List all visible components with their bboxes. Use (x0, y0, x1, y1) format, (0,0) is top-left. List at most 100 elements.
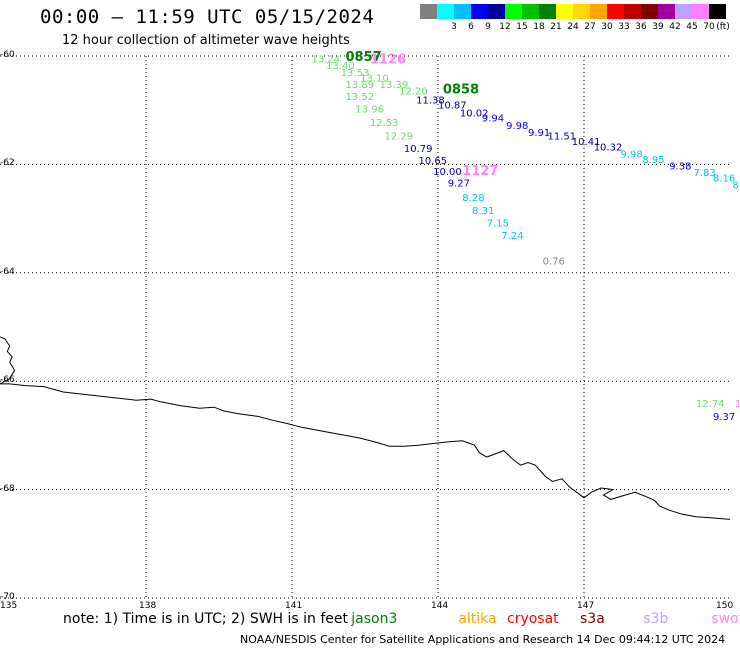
wave-height-label: 7.83 (694, 168, 716, 179)
wave-height-label: 13.24 (312, 55, 341, 66)
legend-swatch (488, 4, 505, 19)
satellite-label: swot (711, 611, 740, 627)
wave-height-label: 13.10 (360, 74, 389, 85)
wave-height-label: 9.98 (506, 121, 528, 132)
pass-time-label: 0857 (346, 50, 382, 65)
map-grid (0, 55, 730, 599)
lon-tick-label: 138 (139, 601, 157, 611)
wave-height-label: 12.74 (696, 399, 725, 410)
page-subtitle: 12 hour collection of altimeter wave hei… (62, 33, 350, 48)
wave-height-label: 13.89 (346, 80, 375, 91)
lat-tick-label: -66 (0, 375, 15, 386)
satellite-label: s3a (580, 611, 605, 627)
legend-label: 36 (635, 22, 647, 32)
legend-swatch (624, 4, 641, 19)
pass-time-label: 0858 (443, 83, 479, 98)
legend-swatch (556, 4, 573, 19)
legend-unit: (ft) (716, 22, 730, 32)
wave-height-label: 9.91 (528, 128, 550, 139)
wave-height-label: 11.38 (416, 95, 445, 106)
note-text: note: 1) Time is in UTC; 2) SWH is in fe… (63, 611, 349, 627)
lat-tick-label: -70 (0, 592, 15, 602)
legend-label: 6 (468, 22, 474, 32)
lon-tick-label: 141 (285, 601, 303, 611)
wave-height-label: 12.29 (385, 132, 414, 143)
legend-swatch (675, 4, 692, 19)
legend-label: 70 (703, 22, 715, 32)
wave-height-label: 13.96 (355, 105, 384, 116)
coastline (0, 336, 731, 520)
wave-height-label: 10.41 (572, 137, 601, 148)
wave-height-label: 7.15 (487, 218, 509, 229)
legend-swatch (641, 4, 658, 19)
legend-label: 33 (618, 22, 630, 32)
legend-swatch (590, 4, 607, 19)
wave-height-label: 8.16 (713, 173, 735, 184)
wave-height-label: 11 (735, 399, 740, 410)
wave-height-label: 13.39 (380, 80, 409, 91)
legend-label: 9 (485, 22, 491, 32)
wave-height-label: 9.94 (482, 114, 504, 125)
legend-label: 12 (499, 22, 511, 32)
satellite-label: s3b (643, 611, 669, 627)
lon-tick-label: 144 (431, 601, 449, 611)
legend-swatch (437, 4, 454, 19)
wave-height-label: 10.65 (419, 156, 448, 167)
legend-label: 27 (584, 22, 596, 32)
wave-height-label: 10.32 (594, 142, 623, 153)
lat-tick-label: -64 (0, 266, 15, 277)
wave-height-label: 11.51 (548, 132, 577, 143)
wave-height-label: 8.28 (462, 193, 484, 204)
legend-label: 39 (652, 22, 664, 32)
legend-swatch (709, 4, 726, 19)
satellite-label: cryosat (507, 611, 559, 627)
legend-label: 42 (669, 22, 681, 32)
coastline-path (0, 336, 731, 520)
wave-height-label: 13.53 (341, 68, 370, 79)
lon-tick-label: 147 (577, 601, 595, 611)
wave-height-label: 7.24 (501, 231, 523, 242)
wave-height-label: 10.87 (438, 101, 467, 112)
legend-swatch (471, 4, 488, 19)
legend-label: 18 (533, 22, 545, 32)
lat-tick-label: -60 (0, 50, 15, 60)
legend-swatch (658, 4, 675, 19)
wave-height-label: 9.27 (448, 179, 470, 190)
wave-height-label: 0.76 (543, 256, 565, 267)
legend-swatch (454, 4, 471, 19)
wave-height-label: 13.40 (326, 61, 355, 72)
pass-time-label: 1126 (370, 53, 406, 68)
satellite-label: jason3 (351, 611, 398, 627)
legend-swatch (607, 4, 624, 19)
page-title: 00:00 – 11:59 UTC 05/15/2024 (40, 6, 375, 28)
legend-label: 21 (550, 22, 562, 32)
lat-tick-label: -62 (0, 158, 15, 169)
legend-swatch (692, 4, 709, 19)
lon-tick-label: 150 (716, 601, 734, 611)
wave-height-label: 8.31 (472, 206, 494, 217)
legend-label: 45 (686, 22, 698, 32)
pass-time-label: 1127 (462, 164, 498, 179)
wave-height-label: 8.28 (732, 180, 740, 191)
wave-height-label: 10.02 (460, 108, 489, 119)
legend-swatch (573, 4, 590, 19)
legend-swatch (505, 4, 522, 19)
legend-label: 15 (516, 22, 528, 32)
lon-tick-label: 135 (0, 601, 18, 611)
lat-tick-label: -68 (0, 483, 15, 494)
wave-height-label: 9.98 (621, 150, 643, 161)
wave-height-label: 13.52 (346, 92, 375, 103)
legend-label: 3 (451, 22, 457, 32)
wave-height-label: 8.95 (642, 155, 664, 166)
legend-swatch (522, 4, 539, 19)
legend-label: 24 (567, 22, 579, 32)
wave-height-label: 10.79 (404, 144, 433, 155)
legend-swatch (420, 4, 437, 19)
legend-swatch (539, 4, 556, 19)
wave-height-label: 12.53 (370, 118, 399, 129)
wave-height-label: 9.38 (669, 161, 691, 172)
wave-height-label: 10.00 (433, 167, 462, 178)
legend-label: 30 (601, 22, 613, 32)
